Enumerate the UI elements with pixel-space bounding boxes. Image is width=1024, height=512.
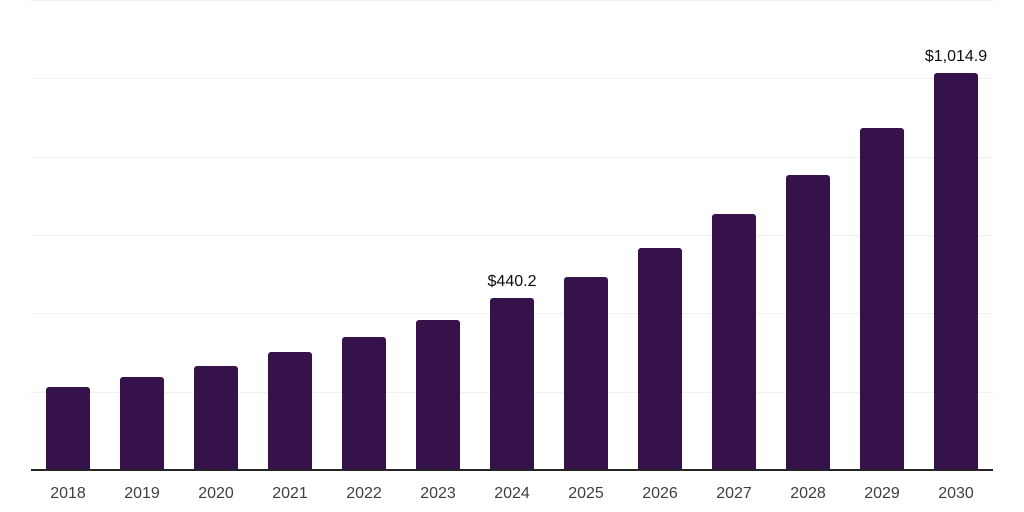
x-tick-label-2025: 2025	[568, 485, 604, 502]
bar-2030	[934, 72, 978, 470]
bar-2019	[120, 376, 164, 470]
x-tick-label-2022: 2022	[346, 485, 382, 502]
gridline-800	[31, 156, 993, 158]
value-label-2024: $440.2	[487, 272, 537, 290]
bar-2028	[786, 174, 830, 470]
x-axis-labels: 2018 2019 2020 2021 2022 2023 2024 2025 2026 2027…	[31, 484, 993, 506]
bar-2021	[268, 351, 312, 470]
x-tick-label-2028: 2028	[790, 485, 826, 502]
bar-2024	[490, 297, 534, 470]
x-tick-label-2018: 2018	[50, 485, 86, 502]
plot-area: $440.2 $1,014.9	[31, 0, 993, 470]
gridline-1200	[31, 0, 993, 1]
bar-2026	[638, 247, 682, 470]
value-label-2030: $1,014.9	[924, 47, 988, 65]
gridline-1000	[31, 78, 993, 80]
x-axis-line	[31, 469, 993, 471]
x-tick-label-2030: 2030	[938, 485, 974, 502]
x-tick-label-2024: 2024	[494, 485, 530, 502]
bar-2029	[860, 128, 904, 470]
x-tick-label-2027: 2027	[716, 485, 752, 502]
gridline-600	[31, 235, 993, 236]
bar-2023	[416, 319, 460, 470]
bar-2018	[46, 386, 90, 470]
x-tick-label-2021: 2021	[272, 485, 308, 502]
bar-2022	[342, 336, 386, 470]
bar-2025	[564, 276, 608, 470]
bar-2020	[194, 365, 238, 470]
x-tick-label-2020: 2020	[198, 485, 234, 502]
x-tick-label-2023: 2023	[420, 485, 456, 502]
x-tick-label-2019: 2019	[124, 485, 160, 502]
x-tick-label-2029: 2029	[864, 485, 900, 502]
bar-2027	[712, 213, 756, 470]
x-tick-label-2026: 2026	[642, 485, 678, 502]
